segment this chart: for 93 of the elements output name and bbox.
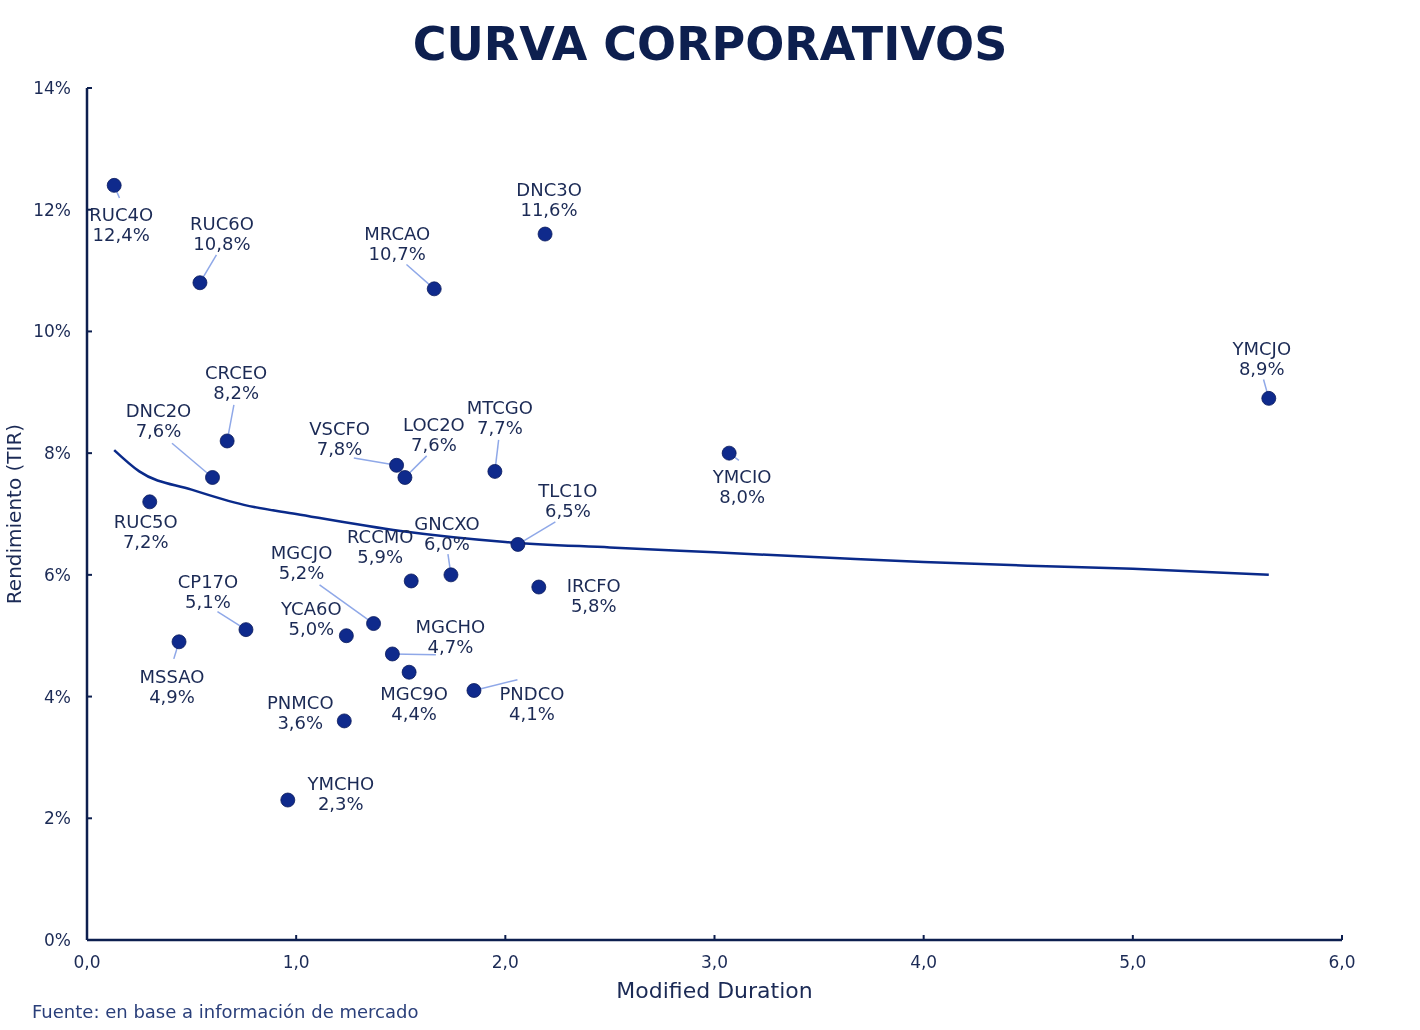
- x-tick-label: 4,0: [910, 952, 938, 972]
- data-label: 10,7%: [368, 242, 426, 264]
- x-tick-label: 3,0: [700, 952, 729, 972]
- data-label: 4,7%: [427, 635, 474, 657]
- annotation: DNC3O: [516, 179, 582, 201]
- y-tick-label: 14%: [33, 78, 71, 98]
- point: [280, 792, 296, 808]
- point: [426, 281, 442, 297]
- point: [401, 664, 417, 680]
- x-tick-label: 5,0: [1119, 952, 1147, 972]
- x-tick-label: 1,0: [282, 952, 310, 972]
- point: [531, 579, 547, 595]
- point: [192, 275, 208, 291]
- annotation: YMCHO: [306, 773, 375, 795]
- y-tick-label: 10%: [33, 321, 71, 342]
- annotation: RUC4O: [89, 204, 154, 226]
- annotation: IRCFO: [566, 575, 621, 597]
- point: [1261, 390, 1277, 406]
- y-axis-title: Rendimiento (TIR): [2, 423, 26, 605]
- point: [205, 470, 220, 485]
- point: [336, 713, 352, 729]
- data-label: 4,4%: [391, 703, 437, 725]
- data-label: 10,8%: [193, 232, 251, 254]
- data-label: 4,9%: [149, 685, 195, 707]
- annotation: VSCFO: [309, 418, 370, 440]
- point: [537, 226, 553, 242]
- annotation: MRCAO: [364, 222, 431, 244]
- annotation: RUC5O: [113, 510, 178, 532]
- data-label: 7,8%: [316, 438, 363, 460]
- point: [384, 646, 400, 662]
- annotation: MGCHO: [415, 615, 486, 637]
- data-label: 7,2%: [122, 530, 169, 552]
- annotation: TLC1O: [537, 480, 598, 502]
- point: [238, 622, 254, 638]
- data-label: 6,0%: [424, 532, 470, 554]
- point: [366, 616, 381, 631]
- annotation: RCCMO: [346, 525, 414, 547]
- annotation: PNDCO: [499, 683, 565, 705]
- annotation: YMCJO: [1231, 338, 1292, 360]
- point: [466, 683, 482, 698]
- x-tick-label: 0,0: [73, 952, 101, 972]
- point: [171, 634, 187, 650]
- data-label: 8,2%: [213, 381, 260, 403]
- data-label: 5,1%: [185, 590, 231, 612]
- annotation: CP17O: [177, 570, 239, 592]
- point: [443, 567, 459, 583]
- annotation: PNMCO: [266, 691, 334, 713]
- data-label: 5,8%: [570, 595, 617, 617]
- point: [487, 464, 503, 479]
- annotation: YCA6O: [280, 597, 342, 619]
- annotation: MGC9O: [380, 683, 448, 705]
- annotation: GNCXO: [414, 512, 480, 534]
- annotation: RUC6O: [190, 212, 254, 234]
- chart-title: CURVA CORPORATIVOS: [412, 17, 1008, 71]
- x-tick-label: 6,0: [1328, 952, 1356, 972]
- data-label: 3,6%: [277, 711, 324, 733]
- annotation: MTCGO: [466, 397, 533, 419]
- annotation: LOC2O: [403, 414, 465, 436]
- annotation: MSSAO: [139, 665, 205, 687]
- data-label: 7,7%: [477, 417, 523, 439]
- point: [510, 537, 526, 552]
- y-tick-label: 4%: [44, 686, 71, 707]
- data-label: 7,6%: [135, 420, 182, 442]
- x-axis-title: Modified Duration: [616, 978, 813, 1003]
- data-label: 5,0%: [288, 617, 335, 639]
- point: [106, 177, 122, 193]
- annotation: DNC2O: [125, 400, 192, 422]
- data-label: 7,6%: [411, 434, 457, 456]
- annotation: MGCJO: [270, 541, 333, 563]
- y-tick-label: 6%: [44, 564, 71, 585]
- y-tick-label: 8%: [44, 443, 71, 464]
- data-label: 5,9%: [357, 545, 404, 567]
- y-tick-label: 0%: [44, 930, 71, 950]
- annotation: CRCEO: [204, 361, 268, 383]
- annotation: YMCIO: [711, 466, 772, 488]
- data-label: 11,6%: [520, 199, 578, 221]
- data-label: 12,4%: [92, 224, 150, 246]
- data-label: 8,0%: [719, 486, 766, 508]
- point: [403, 573, 419, 589]
- point: [219, 433, 235, 449]
- y-tick-label: 12%: [33, 199, 71, 220]
- point: [721, 445, 737, 461]
- data-label: 8,9%: [1238, 358, 1285, 380]
- point: [338, 628, 354, 644]
- x-tick-label: 2,0: [491, 952, 519, 972]
- y-tick-label: 2%: [44, 808, 71, 829]
- data-label: 2,3%: [317, 793, 364, 815]
- point: [142, 494, 158, 510]
- point: [389, 457, 404, 473]
- point: [397, 470, 413, 485]
- data-label: 4,1%: [509, 703, 555, 725]
- source-note: Fuente: en base a información de mercado: [32, 1001, 419, 1022]
- data-label: 6,5%: [545, 500, 591, 522]
